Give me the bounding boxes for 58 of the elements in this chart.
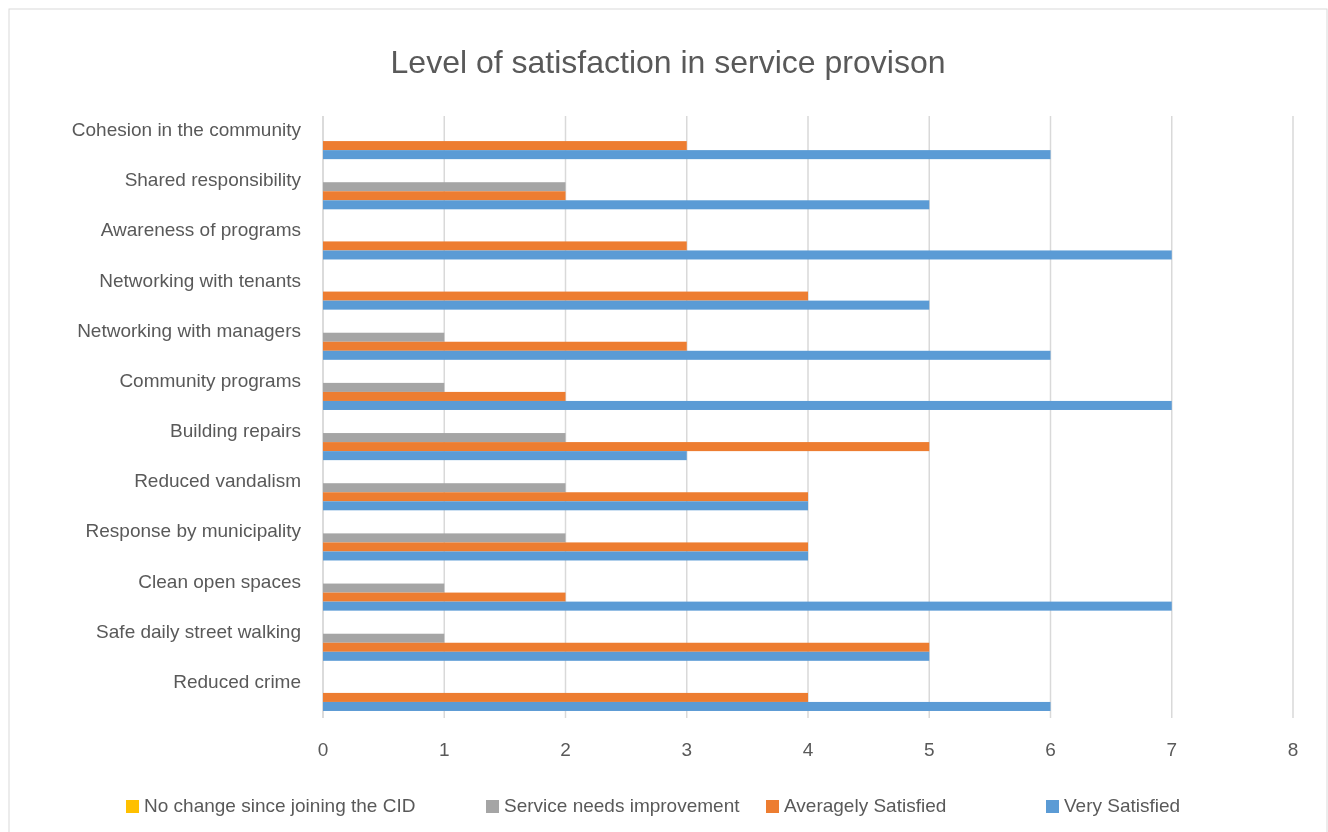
bar xyxy=(323,533,566,543)
bar xyxy=(323,182,566,192)
x-tick-label: 8 xyxy=(1287,739,1299,760)
bar xyxy=(323,433,566,443)
bar xyxy=(323,642,930,652)
x-tick-label: 0 xyxy=(317,739,329,760)
bar xyxy=(323,651,930,661)
chart-title: Level of satisfaction in service provison xyxy=(390,44,946,80)
x-tick-label: 6 xyxy=(1045,739,1056,760)
bar xyxy=(323,200,930,210)
x-tick-label: 4 xyxy=(802,739,814,760)
x-tick-label: 3 xyxy=(681,739,693,760)
bar xyxy=(323,451,687,461)
y-tick-label: Awareness of programs xyxy=(100,219,301,241)
bar xyxy=(323,501,808,511)
bar xyxy=(323,150,1051,160)
bar xyxy=(323,492,808,502)
bar xyxy=(323,350,1051,360)
legend-label: Service needs improvement xyxy=(504,795,741,816)
y-tick-label: Community programs xyxy=(119,369,301,391)
bar xyxy=(323,291,808,301)
bar xyxy=(323,583,445,593)
bar xyxy=(323,400,1172,410)
x-tick-label: 5 xyxy=(923,739,935,760)
y-tick-label: Reduced vandalism xyxy=(134,470,301,492)
bar xyxy=(323,141,687,151)
bar xyxy=(323,391,566,401)
bar xyxy=(323,483,566,493)
bar xyxy=(323,382,445,392)
bar xyxy=(323,601,1172,611)
legend-label: Very Satisfied xyxy=(1064,795,1181,816)
x-tick-label: 7 xyxy=(1166,739,1178,760)
legend-label: No change since joining the CID xyxy=(144,795,416,816)
bar xyxy=(323,542,808,552)
bar xyxy=(323,191,566,201)
bar xyxy=(323,592,566,602)
bar xyxy=(323,701,1051,711)
y-tick-label: Shared responsibility xyxy=(124,169,302,191)
bar xyxy=(323,250,1172,260)
y-tick-label: Cohesion in the community xyxy=(71,119,302,141)
bar xyxy=(323,442,930,452)
y-tick-label: Clean open spaces xyxy=(138,570,301,592)
x-tick-label: 1 xyxy=(438,739,450,760)
bar xyxy=(323,633,445,643)
y-tick-label: Safe daily street walking xyxy=(96,620,301,642)
bar xyxy=(323,241,687,251)
y-tick-label: Networking with managers xyxy=(77,319,301,341)
y-tick-label: Response by municipality xyxy=(85,520,302,542)
bar xyxy=(323,692,808,702)
bar xyxy=(323,341,687,351)
legend-label: Averagely Satisfied xyxy=(784,795,947,816)
bar xyxy=(323,551,808,561)
y-tick-label: Building repairs xyxy=(170,420,301,442)
bar xyxy=(323,332,445,342)
y-tick-label: Reduced crime xyxy=(173,670,301,692)
bar xyxy=(323,300,930,310)
x-tick-label: 2 xyxy=(560,739,571,760)
y-tick-label: Networking with tenants xyxy=(99,269,301,291)
